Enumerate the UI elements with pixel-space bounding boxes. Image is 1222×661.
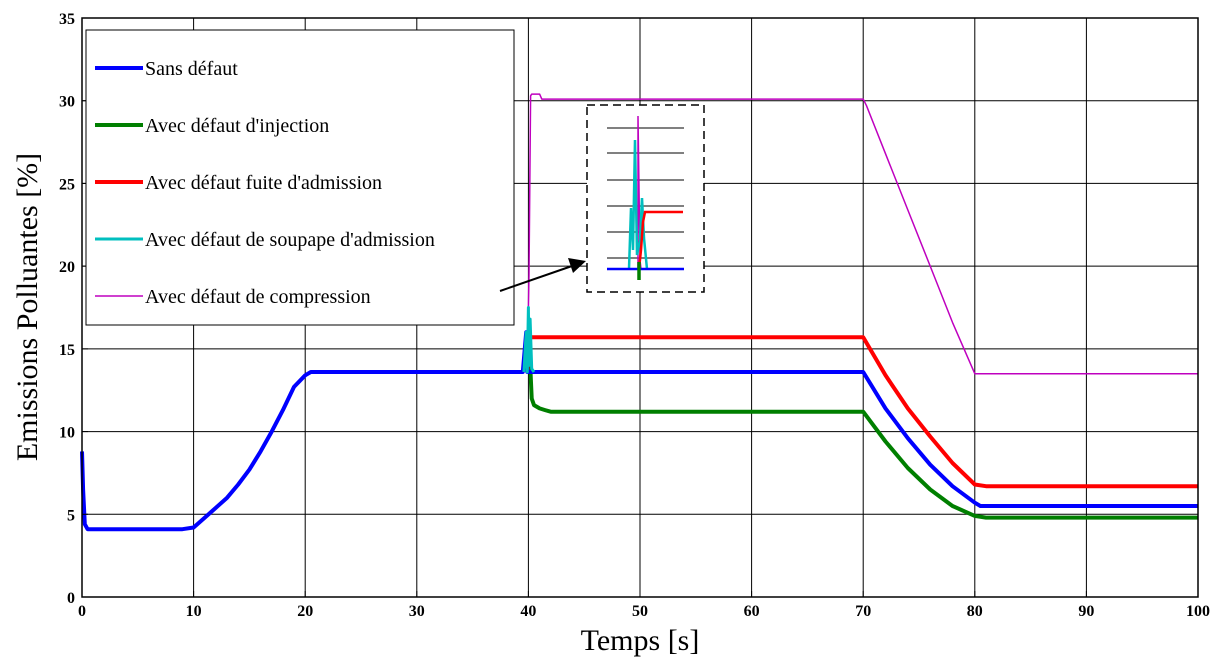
inset-arrow-head [568,258,586,273]
y-tick-label: 15 [59,342,75,359]
y-tick-label: 5 [67,507,75,524]
x-tick-label: 80 [967,603,983,620]
series-line-2 [525,346,1198,520]
y-tick-label: 30 [59,94,75,111]
y-axis-title: Emissions Polluantes [%] [11,153,44,461]
x-tick-label: 50 [632,603,648,620]
y-tick-label: 10 [59,425,75,442]
series-line-1 [80,330,1198,532]
series-line-4 [522,306,536,374]
legend-label: Avec défaut d'injection [145,115,329,137]
legend-label: Avec défaut fuite d'admission [145,172,382,194]
x-tick-label: 20 [297,603,313,620]
series-lines [80,93,1198,532]
y-tick-label: 0 [67,590,75,607]
x-axis-title: Temps [s] [581,624,700,657]
y-tick-label: 20 [59,259,75,276]
legend-box [85,29,515,326]
y-tick-label: 25 [59,176,75,193]
x-tick-label: 0 [78,603,86,620]
legend-label: Avec défaut de compression [145,286,371,308]
x-tick-label: 30 [409,603,425,620]
series-line-3 [525,335,1198,489]
zoom-inset [499,104,705,293]
series-line-5 [526,93,1198,375]
y-tick-label: 35 [59,11,75,28]
x-tick-label: 40 [520,603,536,620]
legend: Sans défaut Avec défaut d'injection Avec d… [85,29,515,326]
legend-label: Sans défaut [145,58,238,80]
legend-label: Avec défaut de soupape d'admission [145,229,435,251]
inset-leak-line [637,210,683,270]
axis-ticks: 0 10 20 30 40 50 60 70 80 90 100 0 5 10 15 20 25 30 35 [59,11,1210,620]
x-tick-label: 10 [186,603,202,620]
x-tick-label: 60 [744,603,760,620]
x-tick-label: 70 [855,603,871,620]
inset-arrow-shaft [499,265,573,292]
x-tick-label: 90 [1078,603,1094,620]
x-tick-label: 100 [1186,603,1210,620]
